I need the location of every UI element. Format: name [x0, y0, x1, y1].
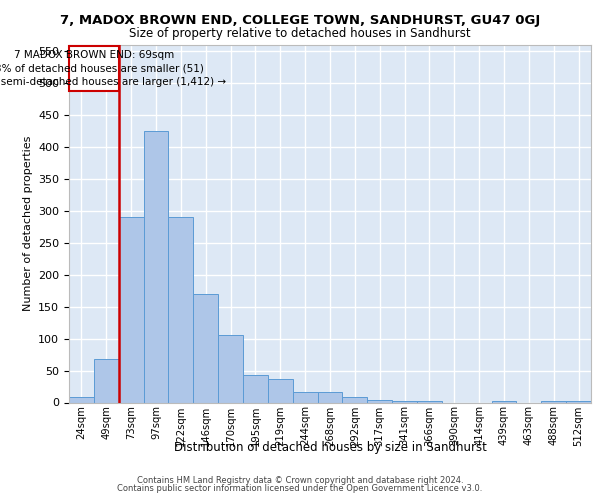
Bar [343, 398, 367, 402]
Text: ← 3% of detached houses are smaller (51): ← 3% of detached houses are smaller (51) [0, 64, 204, 74]
Text: 97% of semi-detached houses are larger (1,412) →: 97% of semi-detached houses are larger (… [0, 77, 226, 87]
Bar [119, 218, 143, 402]
Text: Contains public sector information licensed under the Open Government Licence v3: Contains public sector information licen… [118, 484, 482, 493]
Bar [317, 392, 343, 402]
Bar [392, 401, 417, 402]
FancyBboxPatch shape [69, 46, 119, 91]
Bar [541, 400, 566, 402]
Text: Contains HM Land Registry data © Crown copyright and database right 2024.: Contains HM Land Registry data © Crown c… [137, 476, 463, 485]
Bar [193, 294, 218, 403]
Bar [94, 359, 119, 403]
Text: 7, MADOX BROWN END, COLLEGE TOWN, SANDHURST, GU47 0GJ: 7, MADOX BROWN END, COLLEGE TOWN, SANDHU… [60, 14, 540, 27]
Bar [268, 379, 293, 402]
Bar [417, 401, 442, 402]
Bar [491, 400, 517, 402]
Bar [293, 392, 317, 402]
Text: Distribution of detached houses by size in Sandhurst: Distribution of detached houses by size … [173, 441, 487, 454]
Text: 7 MADOX BROWN END: 69sqm: 7 MADOX BROWN END: 69sqm [14, 50, 174, 60]
Bar [169, 218, 193, 402]
Bar [243, 375, 268, 402]
Bar [143, 131, 169, 402]
Bar [566, 400, 591, 402]
Bar [367, 400, 392, 402]
Bar [218, 336, 243, 402]
Bar [69, 398, 94, 402]
Text: Size of property relative to detached houses in Sandhurst: Size of property relative to detached ho… [129, 28, 471, 40]
Y-axis label: Number of detached properties: Number of detached properties [23, 136, 32, 312]
